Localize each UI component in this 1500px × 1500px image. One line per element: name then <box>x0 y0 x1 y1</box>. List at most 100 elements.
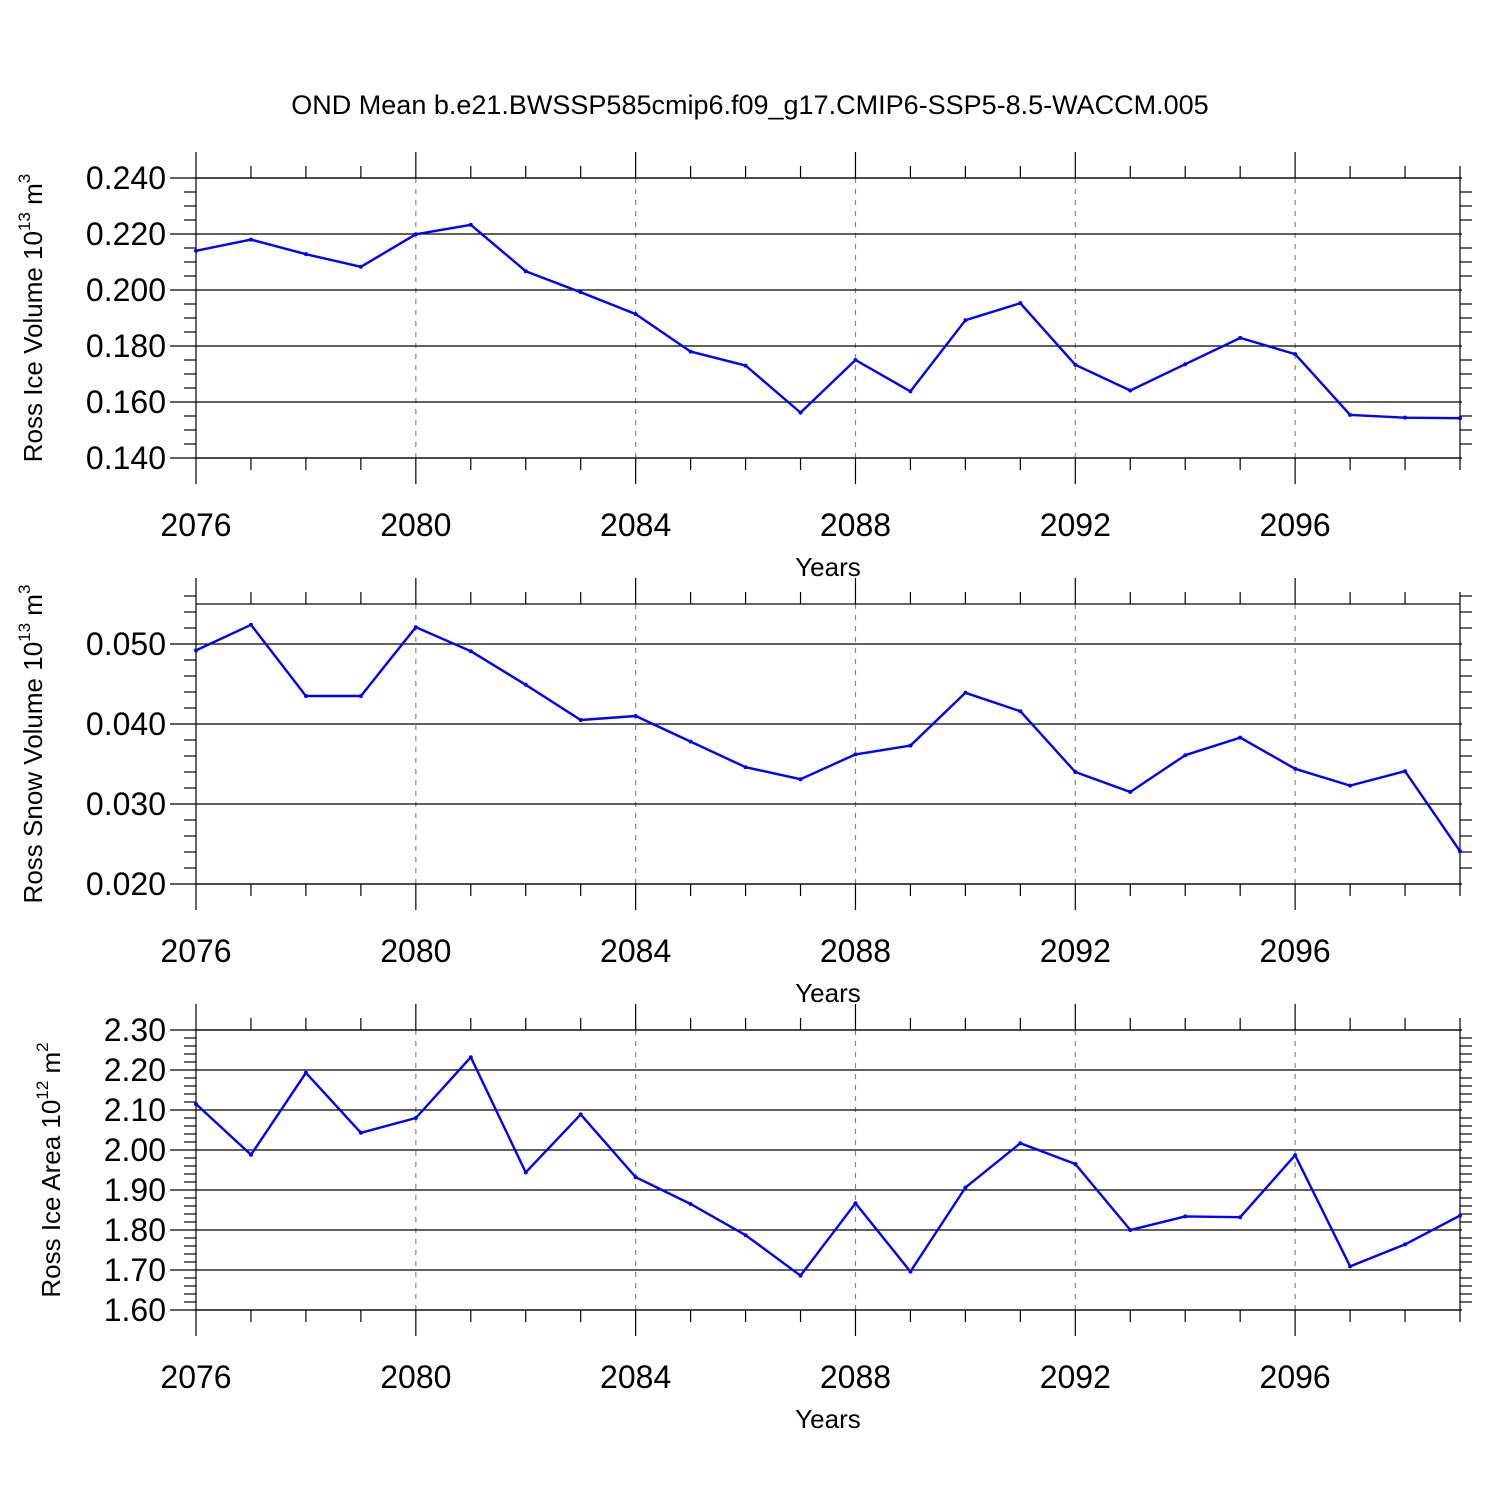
p2-data-point-2089 <box>908 1269 913 1274</box>
p2-y-tick-label-6: 2.20 <box>104 1052 166 1088</box>
p0-data-point-2078 <box>303 252 308 257</box>
p2-y-tick-label-2: 1.80 <box>104 1212 166 1248</box>
p1-data-point-2082 <box>523 682 528 687</box>
p2-data-point-2093 <box>1128 1228 1133 1232</box>
p2-data-point-2076 <box>194 1102 198 1106</box>
p0-data-point-2086 <box>743 363 748 368</box>
p1-data-point-2092 <box>1073 770 1078 774</box>
p2-x-tick-label-2: 2084 <box>600 1359 671 1395</box>
panel-snow-volume: 2076 2080 2084 2088 2092 2096 Years 0.020 0.030 0… <box>15 578 1472 1008</box>
p1-data-point-2083 <box>578 718 583 722</box>
p2-y-tick-label-4: 2.00 <box>104 1132 166 1168</box>
p1-x-tick-label-1: 2080 <box>380 933 451 969</box>
p2-data-point-2082 <box>523 1170 528 1175</box>
p2-y-tick-label-3: 1.90 <box>104 1172 166 1208</box>
p0-y-tick-label-2: 0.180 <box>86 328 166 364</box>
p0-series-line-ice-volume <box>195 223 1461 420</box>
p0-x-tick-label-0: 2076 <box>160 507 231 543</box>
panel-ice-volume: 2076 2080 2084 2088 2092 2096 Years 0.140 0.160 0… <box>15 152 1472 582</box>
p1-y-tick-label-1: 0.030 <box>86 786 166 822</box>
p1-data-point-2078 <box>303 694 308 698</box>
p2-y-tick-label-7: 2.30 <box>104 1012 166 1048</box>
p1-y-tick-label-3: 0.050 <box>86 626 166 662</box>
p0-data-point-2076 <box>194 248 198 253</box>
p1-data-point-2087 <box>798 777 803 782</box>
p1-x-tick-label-0: 2076 <box>160 933 231 969</box>
p1-x-tick-label-5: 2096 <box>1260 933 1331 969</box>
p0-data-point-2099 <box>1458 416 1462 421</box>
p1-x-tick-label-4: 2092 <box>1040 933 1111 969</box>
p0-data-point-2091 <box>1018 301 1023 306</box>
p1-data-point-2094 <box>1183 753 1188 758</box>
p0-data-point-2077 <box>248 237 253 242</box>
p1-data-point-2097 <box>1348 783 1353 788</box>
p2-data-point-2080 <box>413 1116 418 1120</box>
p2-x-tick-label-1: 2080 <box>380 1359 451 1395</box>
p2-plot-frame <box>195 1029 1461 1311</box>
p1-data-point-2084 <box>633 714 638 718</box>
p1-data-point-2090 <box>963 690 968 695</box>
p2-x-tick-label-0: 2076 <box>160 1359 231 1395</box>
p2-data-point-2098 <box>1403 1242 1408 1247</box>
p2-data-point-2077 <box>248 1152 253 1157</box>
p1-data-point-2099 <box>1458 849 1462 854</box>
p0-y-tick-label-3: 0.200 <box>86 272 166 308</box>
p1-x-tick-label-3: 2088 <box>820 933 891 969</box>
p0-x-tick-label-1: 2080 <box>380 507 451 543</box>
p1-data-point-2077 <box>248 622 253 627</box>
p2-x-tick-label-5: 2096 <box>1260 1359 1331 1395</box>
p2-data-point-2088 <box>853 1201 858 1206</box>
p2-y-axis-label: Ross Ice Area 1012 m2 <box>33 1042 66 1297</box>
p1-data-point-2079 <box>358 694 363 698</box>
p0-data-point-2094 <box>1183 362 1188 367</box>
p2-x-tick-label-3: 2088 <box>820 1359 891 1395</box>
p2-data-point-2094 <box>1183 1214 1188 1219</box>
p1-data-point-2076 <box>194 648 198 653</box>
p1-data-point-2081 <box>468 649 473 654</box>
p2-data-point-2085 <box>688 1202 693 1206</box>
p0-data-point-2079 <box>358 264 363 269</box>
p2-data-point-2096 <box>1293 1153 1298 1158</box>
p0-y-tick-label-0: 0.140 <box>86 440 166 476</box>
p2-data-point-2092 <box>1073 1162 1078 1166</box>
p0-data-point-2098 <box>1403 415 1408 420</box>
p0-data-point-2096 <box>1293 352 1298 357</box>
p1-data-point-2086 <box>743 765 748 770</box>
p2-y-tick-label-0: 1.60 <box>104 1292 166 1328</box>
figure-title: OND Mean b.e21.BWSSP585cmip6.f09_g17.CMI… <box>291 90 1208 120</box>
p2-data-point-2097 <box>1348 1264 1353 1269</box>
p0-data-point-2092 <box>1073 362 1078 367</box>
p0-data-point-2081 <box>468 222 473 227</box>
p0-data-point-2097 <box>1348 412 1353 417</box>
p0-data-point-2085 <box>688 349 693 354</box>
p2-x-tick-label-4: 2092 <box>1040 1359 1111 1395</box>
p0-data-point-2083 <box>578 290 583 295</box>
p0-data-point-2089 <box>908 389 913 394</box>
p2-data-point-2079 <box>358 1130 363 1135</box>
p2-data-point-2095 <box>1238 1215 1243 1220</box>
p2-data-point-2081 <box>468 1055 473 1060</box>
p1-data-point-2089 <box>908 743 913 748</box>
p1-x-axis-label: Years <box>795 978 861 1008</box>
p2-data-point-2078 <box>303 1070 308 1075</box>
p0-data-point-2084 <box>633 312 638 317</box>
p1-data-point-2093 <box>1128 790 1133 794</box>
p1-data-point-2098 <box>1403 769 1408 774</box>
p0-x-tick-label-3: 2088 <box>820 507 891 543</box>
p0-x-tick-label-4: 2092 <box>1040 507 1111 543</box>
p0-data-point-2088 <box>853 358 858 362</box>
p1-y-tick-label-0: 0.020 <box>86 866 166 902</box>
p1-data-point-2096 <box>1293 766 1298 771</box>
p0-data-point-2082 <box>523 269 528 274</box>
p1-x-tick-label-2: 2084 <box>600 933 671 969</box>
p0-data-point-2087 <box>798 410 803 415</box>
p2-data-point-2091 <box>1018 1141 1023 1146</box>
p0-y-tick-label-1: 0.160 <box>86 384 166 420</box>
p2-x-axis-label: Years <box>795 1404 861 1434</box>
p1-data-point-2088 <box>853 752 858 757</box>
p2-data-point-2087 <box>798 1273 803 1278</box>
p2-data-point-2099 <box>1458 1213 1462 1218</box>
p1-data-point-2095 <box>1238 735 1243 740</box>
p2-data-point-2090 <box>963 1185 968 1190</box>
